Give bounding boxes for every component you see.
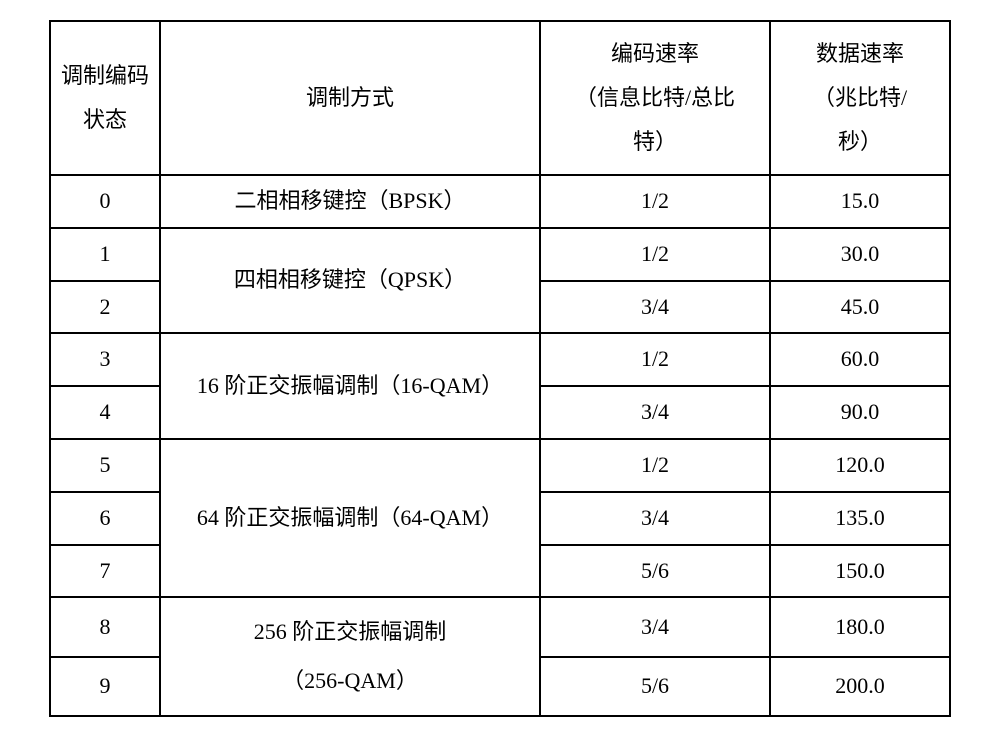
cell-modulation: 二相相移键控（BPSK） <box>160 175 540 228</box>
cell-state: 0 <box>50 175 160 228</box>
cell-data-rate: 45.0 <box>770 281 950 334</box>
cell-state: 1 <box>50 228 160 281</box>
cell-modulation: 16 阶正交振幅调制（16-QAM） <box>160 333 540 439</box>
header-state-line2: 状态 <box>83 107 127 132</box>
header-state: 调制编码 状态 <box>50 21 160 175</box>
table-body: 0 二相相移键控（BPSK） 1/2 15.0 1 四相相移键控（QPSK） 1… <box>50 175 950 716</box>
cell-data-rate: 30.0 <box>770 228 950 281</box>
modulation-coding-table: 调制编码 状态 调制方式 编码速率 （信息比特/总比 特） 数据速率 （兆比特/… <box>49 20 951 717</box>
table-row: 5 64 阶正交振幅调制（64-QAM） 1/2 120.0 <box>50 439 950 492</box>
table-row: 3 16 阶正交振幅调制（16-QAM） 1/2 60.0 <box>50 333 950 386</box>
cell-state: 4 <box>50 386 160 439</box>
cell-data-rate: 180.0 <box>770 597 950 656</box>
cell-code-rate: 3/4 <box>540 386 770 439</box>
cell-state: 6 <box>50 492 160 545</box>
cell-state: 2 <box>50 281 160 334</box>
header-data-rate-line2: （兆比特/ <box>813 85 907 110</box>
table-row: 1 四相相移键控（QPSK） 1/2 30.0 <box>50 228 950 281</box>
cell-code-rate: 1/2 <box>540 228 770 281</box>
cell-code-rate: 1/2 <box>540 175 770 228</box>
cell-data-rate: 90.0 <box>770 386 950 439</box>
header-code-rate-line3: 特） <box>633 129 677 154</box>
table-row: 8 256 阶正交振幅调制 （256-QAM） 3/4 180.0 <box>50 597 950 656</box>
header-state-line1: 调制编码 <box>61 63 149 88</box>
cell-modulation-line2: （256-QAM） <box>282 668 418 693</box>
cell-code-rate: 1/2 <box>540 333 770 386</box>
cell-data-rate: 120.0 <box>770 439 950 492</box>
cell-state: 7 <box>50 545 160 598</box>
header-data-rate-line3: 秒） <box>838 129 882 154</box>
cell-code-rate: 5/6 <box>540 657 770 716</box>
cell-data-rate: 15.0 <box>770 175 950 228</box>
cell-state: 8 <box>50 597 160 656</box>
header-modulation: 调制方式 <box>160 21 540 175</box>
table-header: 调制编码 状态 调制方式 编码速率 （信息比特/总比 特） 数据速率 （兆比特/… <box>50 21 950 175</box>
table-row: 0 二相相移键控（BPSK） 1/2 15.0 <box>50 175 950 228</box>
cell-data-rate: 150.0 <box>770 545 950 598</box>
cell-data-rate: 135.0 <box>770 492 950 545</box>
cell-state: 9 <box>50 657 160 716</box>
cell-data-rate: 60.0 <box>770 333 950 386</box>
cell-data-rate: 200.0 <box>770 657 950 716</box>
header-data-rate-line1: 数据速率 <box>816 41 904 66</box>
cell-state: 5 <box>50 439 160 492</box>
header-code-rate-line1: 编码速率 <box>611 41 699 66</box>
cell-modulation-line1: 256 阶正交振幅调制 <box>254 619 447 644</box>
cell-code-rate: 3/4 <box>540 597 770 656</box>
cell-code-rate: 3/4 <box>540 492 770 545</box>
cell-code-rate: 5/6 <box>540 545 770 598</box>
cell-modulation: 四相相移键控（QPSK） <box>160 228 540 334</box>
header-data-rate: 数据速率 （兆比特/ 秒） <box>770 21 950 175</box>
header-code-rate-line2: （信息比特/总比 <box>575 85 735 110</box>
cell-code-rate: 3/4 <box>540 281 770 334</box>
header-code-rate: 编码速率 （信息比特/总比 特） <box>540 21 770 175</box>
cell-state: 3 <box>50 333 160 386</box>
cell-modulation: 256 阶正交振幅调制 （256-QAM） <box>160 597 540 716</box>
cell-modulation: 64 阶正交振幅调制（64-QAM） <box>160 439 540 597</box>
cell-code-rate: 1/2 <box>540 439 770 492</box>
header-row: 调制编码 状态 调制方式 编码速率 （信息比特/总比 特） 数据速率 （兆比特/… <box>50 21 950 175</box>
